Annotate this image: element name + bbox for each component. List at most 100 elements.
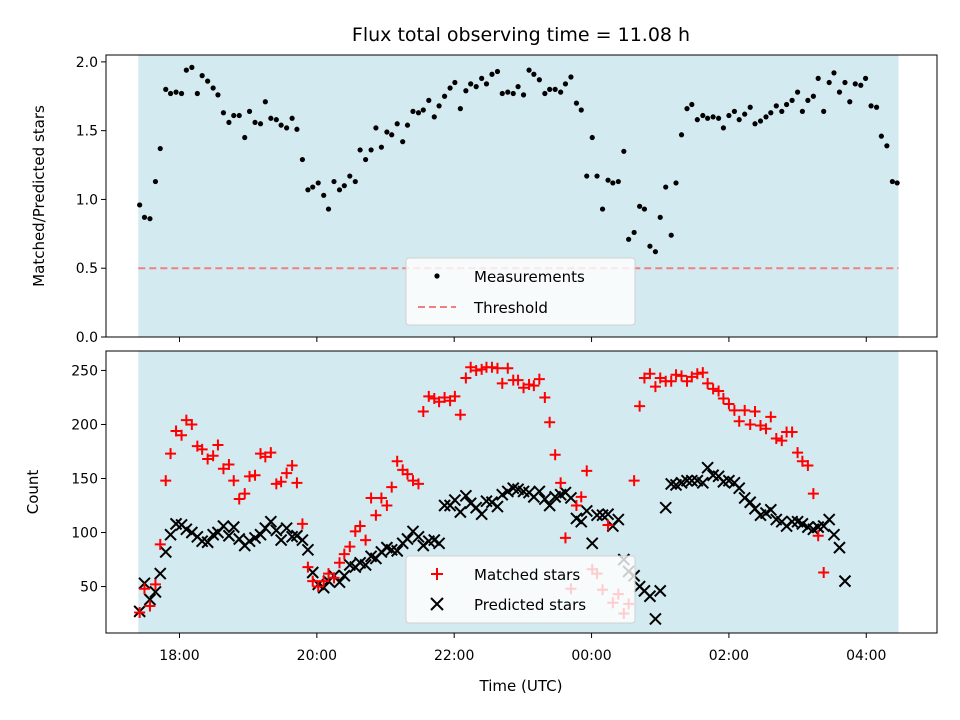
measurement-point [336,187,343,193]
measurement-point [531,71,537,77]
measurement-point [352,178,358,185]
matched-star-point [744,418,756,430]
matched-star-point [702,377,714,389]
count-y-tick-label: 250 [71,363,98,379]
predicted-star-point [254,528,267,541]
ratio-y-axis-label: Matched/Predicted stars [30,105,48,287]
measurement-point [157,145,163,152]
measurement-point [631,229,637,236]
matched-star-point [370,509,382,521]
matched-star-point [165,448,177,460]
matched-star-point [770,433,782,445]
measurement-point [542,90,548,97]
measurement-point [384,129,390,135]
predicted-star-point [338,569,351,582]
predicted-star-point [696,476,710,490]
matched-star-point [539,391,551,403]
matched-star-point [460,372,472,384]
measurement-point [852,81,858,87]
predicted-star-point [533,485,546,498]
predicted-star-point [564,491,578,505]
matched-star-point [344,541,356,553]
count-panel: 50 100 150 200 250 18:00 20:00 22:00 00:00 02:00… [24,351,938,695]
predicted-star-point [685,474,699,487]
matched-star-point [470,364,482,376]
measurement-point [137,202,143,208]
matched-star-point [249,469,261,481]
measurement-point [700,112,706,119]
measurement-point [315,180,321,186]
count-y-tick-label: 50 [80,580,98,596]
measurement-point [457,106,463,112]
predicted-legend-marker [430,597,444,611]
measurement-point [389,132,395,138]
predicted-star-point [543,499,556,512]
measurement-point [410,108,416,114]
measurement-point [815,75,821,81]
measurement-point [415,110,422,116]
measurement-point [768,110,774,116]
measurement-point [262,99,268,105]
matched-star-point [581,465,593,477]
measurement-point [479,75,485,81]
measurement-point [578,107,584,113]
matched-star-point [212,439,224,451]
predicted-star-point [659,501,672,514]
matched-star-point [776,435,788,447]
matched-star-point [270,478,282,490]
measurement-point [589,134,595,141]
matched-star-point [812,530,824,542]
measurement-point [647,243,653,249]
measurement-point [536,77,542,83]
measurement-point [189,64,195,70]
measurement-point [736,117,742,123]
measurement-point [868,103,874,109]
measurement-point [558,89,564,95]
matched-star-point [349,525,361,537]
measurement-point [299,156,306,163]
predicted-star-point [159,545,172,559]
measurement-point [799,108,805,114]
measurement-point [889,178,895,185]
predicted-star-point [149,585,162,599]
predicted-stars-points [134,461,852,626]
matched-star-point [528,380,540,392]
measurement-point [894,180,900,186]
count-y-axis-label: Count [24,470,42,515]
measurement-point [347,173,353,179]
matched-star-point [233,493,245,505]
matched-star-point [275,476,287,488]
predicted-star-point [827,528,841,541]
matched-star-point [391,455,403,467]
predicted-star-point [285,530,299,544]
measurement-point [858,82,864,88]
measurement-point [257,121,264,127]
matched-star-point [760,423,772,435]
measurement-point [463,88,469,94]
measurement-point [626,236,632,242]
matched-star-point [281,467,293,479]
ratio-y-ticks: 0.0 0.5 1.0 1.5 2.0 [76,55,106,346]
ratio-x-ticks [178,337,867,342]
ratio-y-tick-label: 2.0 [76,55,98,71]
threshold-legend-label: Threshold [473,299,548,317]
matched-star-point [386,481,398,493]
measurement-point [231,112,237,119]
matched-star-point [628,475,640,487]
measurement-point [510,90,516,97]
matched-star-point [160,475,172,487]
measurement-point [742,111,748,117]
matched-star-point [570,500,582,512]
measurement-point [584,173,590,179]
measurement-point [368,147,374,153]
measurement-point [505,89,511,95]
matched-star-point [228,475,240,487]
measurement-point [473,84,479,90]
matched-star-point [318,575,330,587]
measurements-legend-label: Measurements [474,268,585,286]
count-legend: Matched stars Predicted stars [405,555,636,624]
measurement-point [763,114,769,120]
measurement-point [310,184,316,190]
predicted-star-point [701,461,714,474]
predicted-star-point [154,567,167,580]
